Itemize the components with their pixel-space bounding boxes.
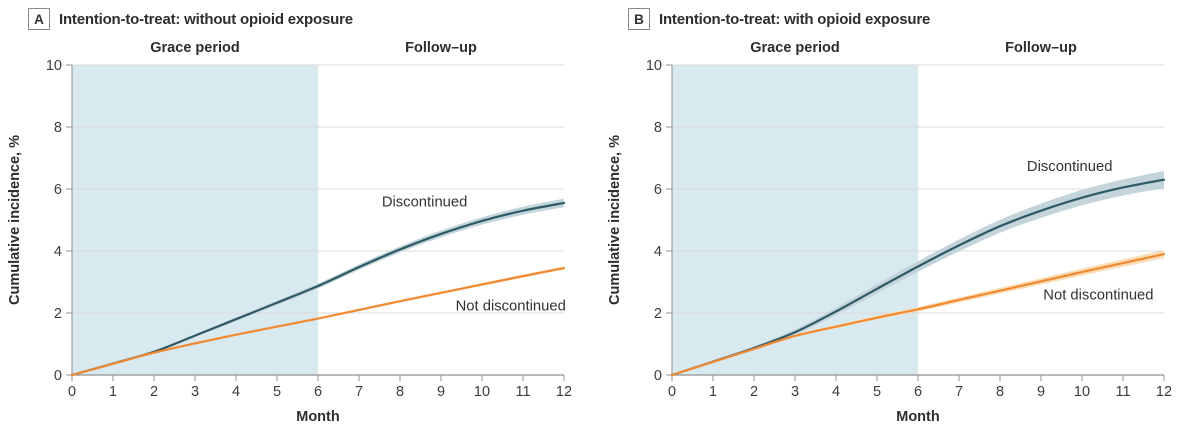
x-axis-title: Month [896, 409, 939, 425]
x-tick-label: 4 [832, 384, 840, 400]
y-tick-label: 6 [654, 182, 662, 198]
x-tick-label: 0 [668, 384, 676, 400]
series-label-discontinued: Discontinued [382, 194, 468, 210]
x-tick-label: 11 [1115, 384, 1130, 400]
ci-band-discontinued [672, 171, 1164, 375]
y-tick-label: 8 [654, 120, 662, 136]
series-line-not-discontinued [670, 253, 1166, 377]
panel-title: Intention-to-treat: without opioid expos… [59, 10, 353, 28]
grace-period-label: Grace period [150, 40, 239, 56]
x-tick-label: 10 [1074, 384, 1090, 400]
x-tick-label: 1 [709, 384, 717, 400]
series-label-not-discontinued: Not discontinued [456, 298, 566, 314]
y-tick-label: 2 [654, 306, 662, 322]
panel-a: A Intention-to-treat: without opioid exp… [7, 8, 572, 425]
series-label-discontinued: Discontinued [1027, 159, 1113, 175]
y-axis-title: Cumulative incidence, % [7, 135, 23, 305]
y-tick-label: 4 [54, 244, 62, 260]
panel-b-header: B Intention-to-treat: with opioid exposu… [628, 8, 930, 30]
x-tick-label: 5 [873, 384, 881, 400]
x-tick-label: 0 [68, 384, 76, 400]
x-tick-label: 7 [955, 384, 963, 400]
x-tick-label: 6 [914, 384, 922, 400]
x-tick-label: 12 [556, 384, 572, 400]
y-axis-title: Cumulative incidence, % [607, 135, 623, 305]
x-tick-label: 2 [150, 384, 158, 400]
y-tick-label: 10 [46, 58, 62, 74]
x-tick-label: 2 [750, 384, 758, 400]
grace-period-region [72, 65, 318, 375]
y-tick-label: 4 [654, 244, 662, 260]
x-tick-label: 9 [1037, 384, 1045, 400]
x-tick-label: 8 [996, 384, 1004, 400]
y-tick-label: 8 [54, 120, 62, 136]
panel-letter-badge: A [28, 8, 50, 30]
x-tick-label: 4 [232, 384, 240, 400]
x-tick-label: 12 [1156, 384, 1172, 400]
x-tick-label: 9 [437, 384, 445, 400]
x-tick-label: 10 [474, 384, 490, 400]
x-tick-label: 5 [273, 384, 281, 400]
panel-a-header: A Intention-to-treat: without opioid exp… [28, 8, 353, 30]
x-tick-label: 7 [355, 384, 363, 400]
x-axis-title: Month [296, 409, 339, 425]
follow-up-label: Follow–up [405, 40, 477, 56]
x-tick-label: 3 [191, 384, 199, 400]
follow-up-label: Follow–up [1005, 40, 1077, 56]
y-tick-label: 2 [54, 306, 62, 322]
x-tick-label: 3 [791, 384, 799, 400]
panel-title: Intention-to-treat: with opioid exposure [659, 10, 931, 28]
y-tick-label: 0 [654, 368, 662, 384]
panel-b: B Intention-to-treat: with opioid exposu… [600, 0, 1200, 435]
grace-period-region [672, 65, 918, 375]
x-tick-label: 8 [396, 384, 404, 400]
y-tick-label: 6 [54, 182, 62, 198]
x-tick-label: 1 [109, 384, 117, 400]
series-label-not-discontinued: Not discontinued [1043, 287, 1153, 303]
y-tick-label: 0 [54, 368, 62, 384]
panel-letter-badge: B [628, 8, 650, 30]
y-tick-label: 10 [646, 58, 662, 74]
series-line-not-discontinued [70, 266, 566, 377]
x-tick-label: 11 [515, 384, 530, 400]
x-tick-label: 6 [314, 384, 322, 400]
grace-period-label: Grace period [750, 40, 839, 56]
